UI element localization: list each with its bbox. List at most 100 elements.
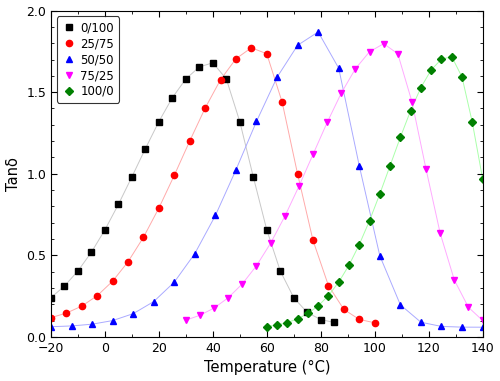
0/100 bbox=[156, 119, 162, 124]
50/50 bbox=[212, 213, 218, 218]
100/0 bbox=[336, 280, 342, 285]
100/0 bbox=[274, 323, 280, 327]
0/100 bbox=[170, 95, 175, 100]
25/75 bbox=[341, 307, 347, 312]
75/25 bbox=[423, 167, 429, 171]
0/100 bbox=[142, 146, 148, 151]
75/25 bbox=[452, 278, 458, 282]
50/50 bbox=[459, 325, 465, 330]
Line: 100/0: 100/0 bbox=[264, 53, 486, 330]
75/25 bbox=[366, 50, 372, 54]
100/0 bbox=[470, 120, 476, 125]
75/25 bbox=[197, 313, 203, 317]
Legend: 0/100, 25/75, 50/50, 75/25, 100/0: 0/100, 25/75, 50/50, 75/25, 100/0 bbox=[57, 16, 119, 103]
50/50 bbox=[254, 119, 260, 124]
0/100 bbox=[88, 250, 94, 255]
75/25 bbox=[395, 51, 401, 56]
25/75 bbox=[356, 317, 362, 322]
50/50 bbox=[294, 43, 300, 48]
25/75 bbox=[172, 173, 177, 178]
75/25 bbox=[409, 99, 415, 104]
0/100 bbox=[318, 317, 324, 322]
0/100 bbox=[250, 174, 256, 179]
Line: 50/50: 50/50 bbox=[48, 29, 486, 330]
75/25 bbox=[211, 306, 217, 310]
0/100 bbox=[116, 202, 121, 207]
25/75 bbox=[310, 238, 316, 243]
50/50 bbox=[89, 322, 95, 327]
75/25 bbox=[225, 296, 231, 300]
100/0 bbox=[398, 135, 404, 139]
50/50 bbox=[274, 75, 280, 80]
75/25 bbox=[183, 318, 189, 322]
25/75 bbox=[125, 259, 131, 264]
100/0 bbox=[448, 54, 454, 59]
0/100 bbox=[129, 174, 135, 179]
25/75 bbox=[233, 56, 239, 61]
50/50 bbox=[418, 320, 424, 325]
25/75 bbox=[64, 311, 70, 315]
100/0 bbox=[418, 85, 424, 90]
50/50 bbox=[356, 163, 362, 168]
25/75 bbox=[110, 279, 116, 283]
100/0 bbox=[387, 163, 393, 168]
100/0 bbox=[438, 57, 444, 61]
0/100 bbox=[75, 269, 81, 273]
Line: 25/75: 25/75 bbox=[48, 45, 378, 326]
100/0 bbox=[377, 192, 383, 196]
0/100 bbox=[62, 284, 68, 288]
100/0 bbox=[366, 218, 372, 223]
100/0 bbox=[284, 320, 290, 325]
100/0 bbox=[264, 324, 270, 329]
25/75 bbox=[48, 315, 54, 320]
50/50 bbox=[480, 325, 486, 330]
25/75 bbox=[326, 283, 332, 288]
0/100 bbox=[102, 227, 108, 232]
75/25 bbox=[296, 184, 302, 189]
25/75 bbox=[218, 77, 224, 82]
50/50 bbox=[315, 30, 321, 34]
0/100 bbox=[48, 295, 54, 300]
0/100 bbox=[304, 310, 310, 315]
50/50 bbox=[336, 66, 342, 70]
25/75 bbox=[372, 320, 378, 325]
100/0 bbox=[408, 108, 414, 113]
50/50 bbox=[233, 168, 239, 172]
75/25 bbox=[254, 263, 260, 268]
0/100 bbox=[224, 77, 230, 81]
0/100 bbox=[331, 320, 337, 325]
25/75 bbox=[264, 51, 270, 56]
0/100 bbox=[237, 119, 243, 124]
75/25 bbox=[282, 214, 288, 219]
75/25 bbox=[380, 42, 386, 46]
25/75 bbox=[140, 235, 146, 240]
50/50 bbox=[110, 318, 116, 323]
75/25 bbox=[466, 305, 471, 310]
0/100 bbox=[183, 77, 189, 81]
50/50 bbox=[192, 251, 198, 256]
25/75 bbox=[79, 304, 85, 308]
75/25 bbox=[240, 282, 246, 286]
50/50 bbox=[377, 253, 383, 258]
25/75 bbox=[294, 172, 300, 176]
75/25 bbox=[437, 231, 443, 235]
25/75 bbox=[156, 206, 162, 210]
Y-axis label: Tanδ: Tanδ bbox=[6, 157, 20, 191]
25/75 bbox=[94, 293, 100, 298]
25/75 bbox=[202, 106, 208, 110]
0/100 bbox=[264, 227, 270, 232]
25/75 bbox=[186, 139, 192, 143]
0/100 bbox=[290, 295, 296, 300]
75/25 bbox=[480, 318, 486, 323]
X-axis label: Temperature (°C): Temperature (°C) bbox=[204, 360, 330, 375]
100/0 bbox=[294, 317, 300, 321]
25/75 bbox=[279, 100, 285, 105]
50/50 bbox=[438, 324, 444, 329]
75/25 bbox=[352, 66, 358, 71]
0/100 bbox=[278, 269, 283, 273]
Line: 0/100: 0/100 bbox=[48, 60, 338, 326]
50/50 bbox=[130, 311, 136, 316]
100/0 bbox=[428, 67, 434, 72]
50/50 bbox=[68, 323, 74, 328]
0/100 bbox=[210, 61, 216, 65]
